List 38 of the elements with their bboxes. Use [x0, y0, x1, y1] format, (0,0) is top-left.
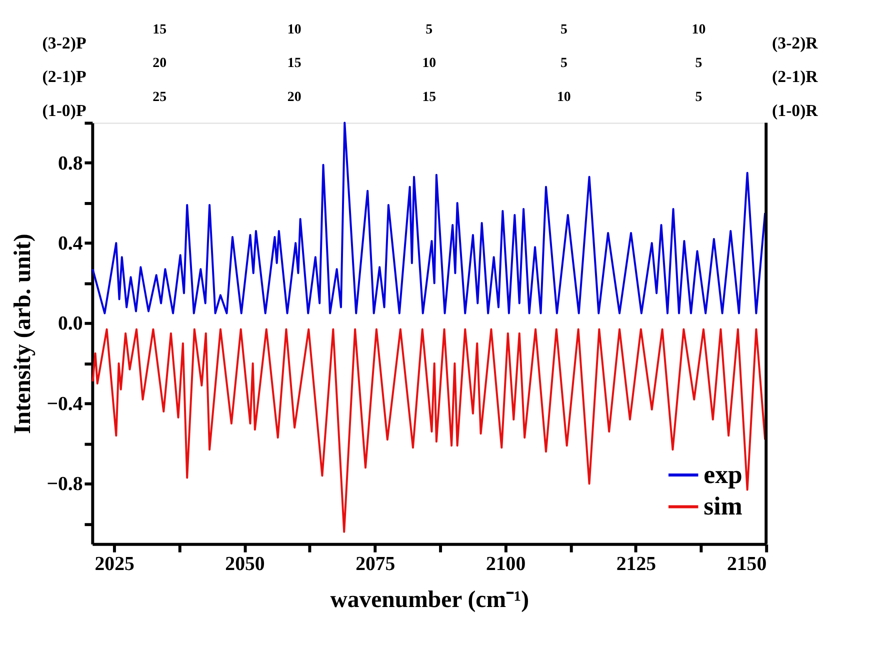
- text: (3-2)P: [42, 33, 86, 52]
- y-axis-title: Intensity (arb. unit): [10, 234, 36, 434]
- legend-label: sim: [704, 492, 743, 521]
- text: 5: [695, 56, 702, 72]
- y-tick-label: 0.0: [58, 312, 83, 335]
- line-series: [92, 122, 766, 314]
- text: 20: [287, 90, 302, 105]
- x-tick-label: 2125: [616, 553, 656, 576]
- x-tick-label: 2025: [94, 553, 134, 576]
- text: 5: [426, 22, 433, 38]
- text: (2-1)P: [42, 67, 86, 86]
- x-tick-label: 2150: [726, 553, 767, 576]
- line-series: [92, 328, 766, 533]
- text: 15: [152, 22, 167, 38]
- text: 5: [695, 90, 702, 105]
- legend-label: exp: [704, 460, 742, 489]
- text: 10: [422, 56, 436, 72]
- text: (2-1)R: [772, 67, 819, 86]
- text: 15: [287, 56, 302, 72]
- y-tick-label: 0.4: [58, 232, 83, 254]
- x-tick-label: 2100: [486, 553, 526, 576]
- text: (1-0)P: [42, 100, 86, 120]
- text: 15: [422, 90, 436, 105]
- y-tick-label: 0.8: [58, 152, 83, 174]
- text: (3-2)R: [772, 33, 819, 52]
- text: 10: [692, 22, 706, 38]
- x-tick-label: 2050: [225, 553, 265, 576]
- text: 25: [152, 90, 167, 105]
- text: 5: [560, 22, 568, 38]
- text: 10: [556, 90, 571, 105]
- text: 5: [560, 56, 568, 72]
- x-axis-title: wavenumber (cm⁻¹): [330, 586, 530, 613]
- x-tick-label: 2075: [356, 553, 396, 576]
- text: 10: [287, 22, 302, 38]
- y-tick-label: −0.4: [46, 392, 83, 415]
- y-tick-label: −0.8: [46, 473, 83, 496]
- text: (1-0)R: [772, 100, 819, 120]
- text: 20: [152, 56, 167, 72]
